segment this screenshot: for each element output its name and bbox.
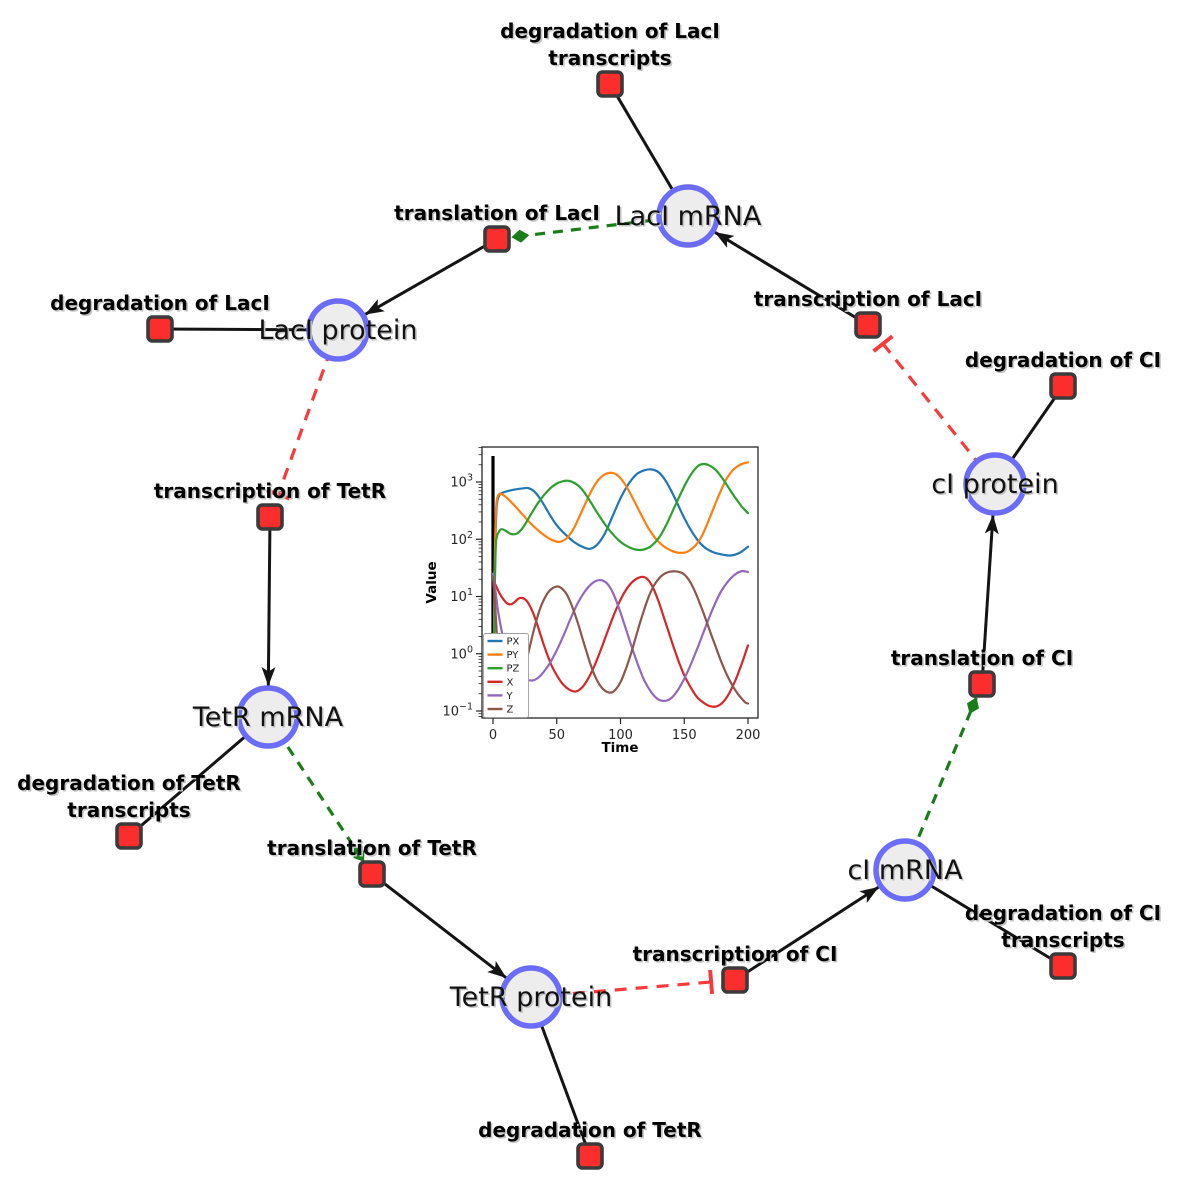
species-node-tetR_protein xyxy=(499,965,563,1029)
reaction-label-transl_tetR-line1: translation of TetR xyxy=(267,836,477,860)
edge-production-transc_lacI-to-lacI_mRNA xyxy=(713,230,869,327)
reaction-label-transc_tetR-line1-shadow: transcription of TetR xyxy=(155,481,387,505)
x-axis-label: Time xyxy=(601,740,638,756)
legend-label-PY: PY xyxy=(507,650,520,661)
reaction-label-transl_cI-line1-shadow: translation of CI xyxy=(892,648,1074,672)
x-tick-label-100: 100 xyxy=(608,728,633,743)
edge-production-transc_tetR-to-tetR_mRNA xyxy=(261,516,276,687)
reaction-label-deg_tetR_transcripts-line1: degradation of TetR xyxy=(17,771,241,795)
legend-label-PX: PX xyxy=(507,637,520,648)
reaction-label-deg_cI_transcripts-line1-shadow: degradation of CI xyxy=(966,903,1162,927)
reaction-node-deg_lacI_transcripts xyxy=(596,70,624,98)
reaction-label-transl_lacI-line1: translation of LacI xyxy=(394,201,600,225)
species-node-lacI_protein xyxy=(306,298,370,362)
reaction-label-deg_cI_transcripts-line1: degradation of CI xyxy=(965,901,1161,925)
species-node-cI_mRNA xyxy=(873,838,937,902)
y-tick-label-10e-1: 10−1 xyxy=(442,702,473,720)
reaction-label-deg_cI-line1-shadow: degradation of CI xyxy=(966,350,1162,374)
legend-label-Y: Y xyxy=(506,691,514,702)
reaction-label-deg_lacI_transcripts-line2-shadow: transcripts xyxy=(550,48,673,72)
reaction-label-deg_tetR-line1-shadow: degradation of TetR xyxy=(480,1120,704,1144)
legend-label-PZ: PZ xyxy=(507,664,520,675)
reaction-label-transl_cI-line1: translation of CI xyxy=(891,646,1073,670)
legend-label-Z: Z xyxy=(507,705,514,716)
y-tick-label-10e2: 102 xyxy=(450,530,473,548)
x-tick-label-150: 150 xyxy=(672,728,697,743)
reaction-label-deg_tetR_transcripts-line2-shadow: transcripts xyxy=(69,800,192,824)
reaction-label-deg_tetR_transcripts-line2: transcripts xyxy=(67,798,190,822)
species-label-tetR_mRNA: TetR mRNA xyxy=(192,702,344,733)
reaction-node-deg_tetR_transcripts xyxy=(115,822,143,850)
reaction-node-transc_tetR xyxy=(256,503,284,531)
reaction-label-transc_lacI-line1: transcription of LacI xyxy=(754,287,982,311)
reaction-label-deg_cI-line1: degradation of CI xyxy=(965,348,1161,372)
reaction-label-deg_lacI_transcripts-line1-shadow: degradation of LacI xyxy=(502,21,722,45)
edge-production-transc_cI-to-cI_mRNA xyxy=(734,885,880,982)
series-line-PX xyxy=(492,468,750,718)
species-label-lacI_mRNA-shadow: LacI mRNA xyxy=(616,203,763,234)
reaction-node-deg_lacI xyxy=(146,315,174,343)
edge-production-transl_tetR-to-tetR_protein xyxy=(371,872,508,980)
species-label-cI_protein: cI protein xyxy=(931,469,1058,500)
reaction-node-transl_cI xyxy=(968,670,996,698)
y-axis-label: Value xyxy=(424,561,440,603)
y-tick-label-10e1: 101 xyxy=(450,587,473,605)
species-label-cI_mRNA: cI mRNA xyxy=(847,855,963,886)
reaction-node-deg_cI xyxy=(1049,372,1077,400)
edge-activation-cI_mRNA-to-transl_cI xyxy=(903,697,980,871)
x-tick-label-0: 0 xyxy=(489,728,497,743)
reaction-label-transc_cI-line1: transcription of CI xyxy=(633,942,838,966)
x-tick-label-50: 50 xyxy=(548,728,565,743)
edge-activation-tetR_mRNA-to-transl_tetR xyxy=(266,716,366,863)
species-label-cI_mRNA-shadow: cI mRNA xyxy=(849,857,965,888)
edge-production-transl_cI-to-cI_protein xyxy=(980,514,999,685)
reaction-label-transc_lacI-line1-shadow: transcription of LacI xyxy=(755,289,983,313)
species-label-tetR_protein: TetR protein xyxy=(449,982,612,1013)
species-label-cI_protein-shadow: cI protein xyxy=(933,471,1060,502)
reaction-label-transl_lacI-line1-shadow: translation of LacI xyxy=(396,203,602,227)
reaction-label-deg_lacI-line1-shadow: degradation of LacI xyxy=(52,293,272,317)
reaction-label-transl_tetR-line1-shadow: translation of TetR xyxy=(269,838,479,862)
reaction-label-deg_tetR-line1: degradation of TetR xyxy=(478,1118,702,1142)
species-label-tetR_mRNA-shadow: TetR mRNA xyxy=(194,704,346,735)
reaction-node-deg_cI_transcripts xyxy=(1049,952,1077,980)
reaction-node-transc_lacI xyxy=(854,311,882,339)
series-line-X xyxy=(491,575,750,708)
reaction-label-deg_lacI-line1: degradation of LacI xyxy=(50,291,270,315)
y-tick-label-10e3: 103 xyxy=(450,473,473,491)
reaction-label-transc_tetR-line1: transcription of TetR xyxy=(154,479,386,503)
reaction-label-deg_cI_transcripts-line2-shadow: transcripts xyxy=(1003,930,1126,954)
species-label-lacI_mRNA: LacI mRNA xyxy=(615,201,762,232)
species-label-tetR_protein-shadow: TetR protein xyxy=(450,984,613,1015)
species-label-lacI_protein-shadow: LacI protein xyxy=(260,317,419,348)
species-node-tetR_mRNA xyxy=(236,685,300,749)
axis-ticks: 103 102 101 100 10−1 0 50 100 150 200 xyxy=(442,447,761,743)
y-tick-label-10e0: 100 xyxy=(450,644,473,662)
series-line-PY xyxy=(492,461,750,718)
reaction-label-deg_cI_transcripts-line2: transcripts xyxy=(1001,928,1124,952)
reaction-node-transl_lacI xyxy=(483,225,511,253)
nodes-layer xyxy=(115,70,1077,1170)
reaction-node-transl_tetR xyxy=(358,860,386,888)
labels-layer: degradation of LacI degradation of LacI tr… xyxy=(17,19,1163,1144)
edge-activation-lacI_mRNA-to-transl_lacI xyxy=(511,214,689,243)
chart-legend: PX PY PZ XYZ xyxy=(483,633,529,718)
reaction-label-deg_lacI_transcripts-line2: transcripts xyxy=(548,46,671,70)
reaction-node-deg_tetR xyxy=(576,1142,604,1170)
species-node-lacI_mRNA xyxy=(656,184,720,248)
legend-label-X: X xyxy=(507,677,514,688)
edge-production-transl_lacI-to-lacI_protein xyxy=(364,237,498,316)
reaction-label-deg_tetR_transcripts-line1-shadow: degradation of TetR xyxy=(19,773,243,797)
species-label-lacI_protein: LacI protein xyxy=(259,315,418,346)
x-tick-label-200: 200 xyxy=(736,728,761,743)
species-node-cI_protein xyxy=(963,452,1027,516)
series-line-PZ xyxy=(492,462,750,718)
reaction-label-transc_cI-line1-shadow: transcription of CI xyxy=(634,944,839,968)
reaction-label-deg_lacI_transcripts-line1: degradation of LacI xyxy=(500,19,720,43)
reaction-node-transc_cI xyxy=(721,966,749,994)
